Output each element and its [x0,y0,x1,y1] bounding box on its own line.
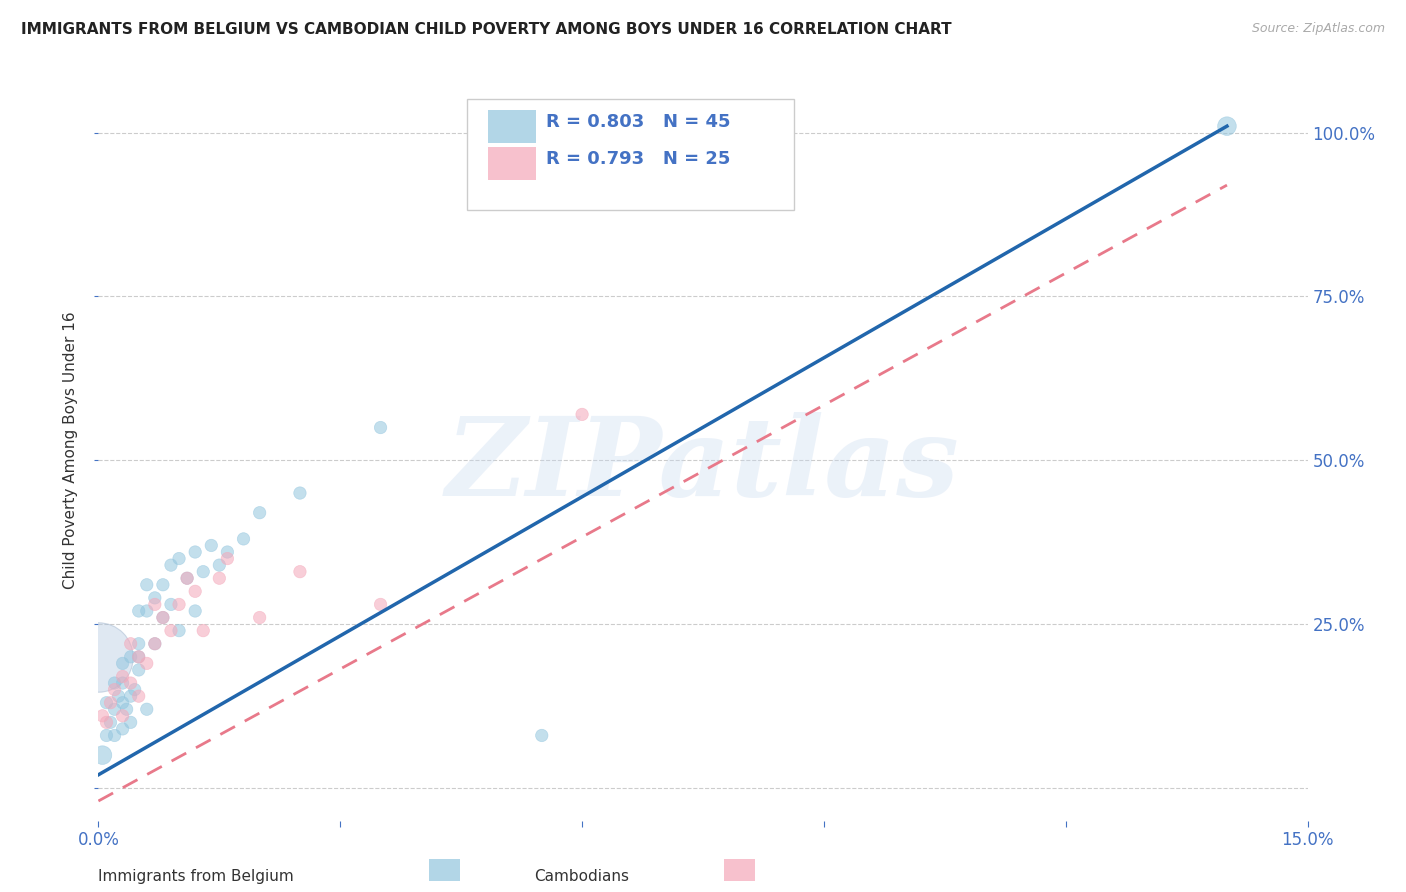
Point [176,571,198,585]
Point [115,702,138,716]
Text: Immigrants from Belgium: Immigrants from Belgium [98,869,294,884]
Point [135,657,157,671]
Point [128,604,150,618]
Point [128,689,150,703]
Point [193,565,215,579]
Point [87,649,110,664]
FancyBboxPatch shape [488,147,536,180]
Point [111,696,134,710]
Point [184,545,207,559]
FancyBboxPatch shape [467,99,793,210]
Point [107,689,129,703]
Point [103,702,125,716]
Point [167,551,190,566]
Point [143,637,166,651]
Point [530,729,553,743]
Point [167,598,190,612]
FancyBboxPatch shape [488,110,536,144]
Point [128,637,150,651]
Point [135,578,157,592]
Point [208,558,231,573]
Point [135,702,157,716]
Text: R = 0.803   N = 45: R = 0.803 N = 45 [546,113,730,131]
Point [111,669,134,683]
Y-axis label: Child Poverty Among Boys Under 16: Child Poverty Among Boys Under 16 [63,311,79,590]
Point [217,545,239,559]
Point [184,604,207,618]
Point [160,624,183,638]
Point [91,708,114,723]
Text: Source: ZipAtlas.com: Source: ZipAtlas.com [1251,22,1385,36]
Point [111,676,134,690]
Point [128,649,150,664]
Point [111,657,134,671]
Point [120,649,142,664]
Point [103,729,125,743]
Point [124,682,146,697]
Point [120,715,142,730]
Point [232,532,254,546]
Point [111,722,134,736]
Point [571,408,593,422]
Point [128,649,150,664]
Text: ZIPatlas: ZIPatlas [446,411,960,519]
Point [96,729,118,743]
Point [370,598,392,612]
Point [91,748,114,763]
Point [200,539,222,553]
Point [208,571,231,585]
Point [120,637,142,651]
Point [288,486,311,500]
Point [143,637,166,651]
Point [193,624,215,638]
Point [160,558,183,573]
Point [143,591,166,605]
Point [167,624,190,638]
Point [143,598,166,612]
Point [96,696,118,710]
Point [128,663,150,677]
Point [370,420,392,434]
Point [120,676,142,690]
Point [249,506,271,520]
Point [152,610,174,624]
Point [135,604,157,618]
Point [103,682,125,697]
Point [288,565,311,579]
Point [120,689,142,703]
Point [152,578,174,592]
Point [96,715,118,730]
Point [103,676,125,690]
Text: Cambodians: Cambodians [534,869,628,884]
Point [100,696,122,710]
Point [160,598,183,612]
Text: IMMIGRANTS FROM BELGIUM VS CAMBODIAN CHILD POVERTY AMONG BOYS UNDER 16 CORRELATI: IMMIGRANTS FROM BELGIUM VS CAMBODIAN CHI… [21,22,952,37]
Point [111,708,134,723]
Text: R = 0.793   N = 25: R = 0.793 N = 25 [546,150,730,168]
Point [184,584,207,599]
Point [217,551,239,566]
Point [100,715,122,730]
Point [249,610,271,624]
Point [152,610,174,624]
Point [1216,119,1239,133]
Point [176,571,198,585]
